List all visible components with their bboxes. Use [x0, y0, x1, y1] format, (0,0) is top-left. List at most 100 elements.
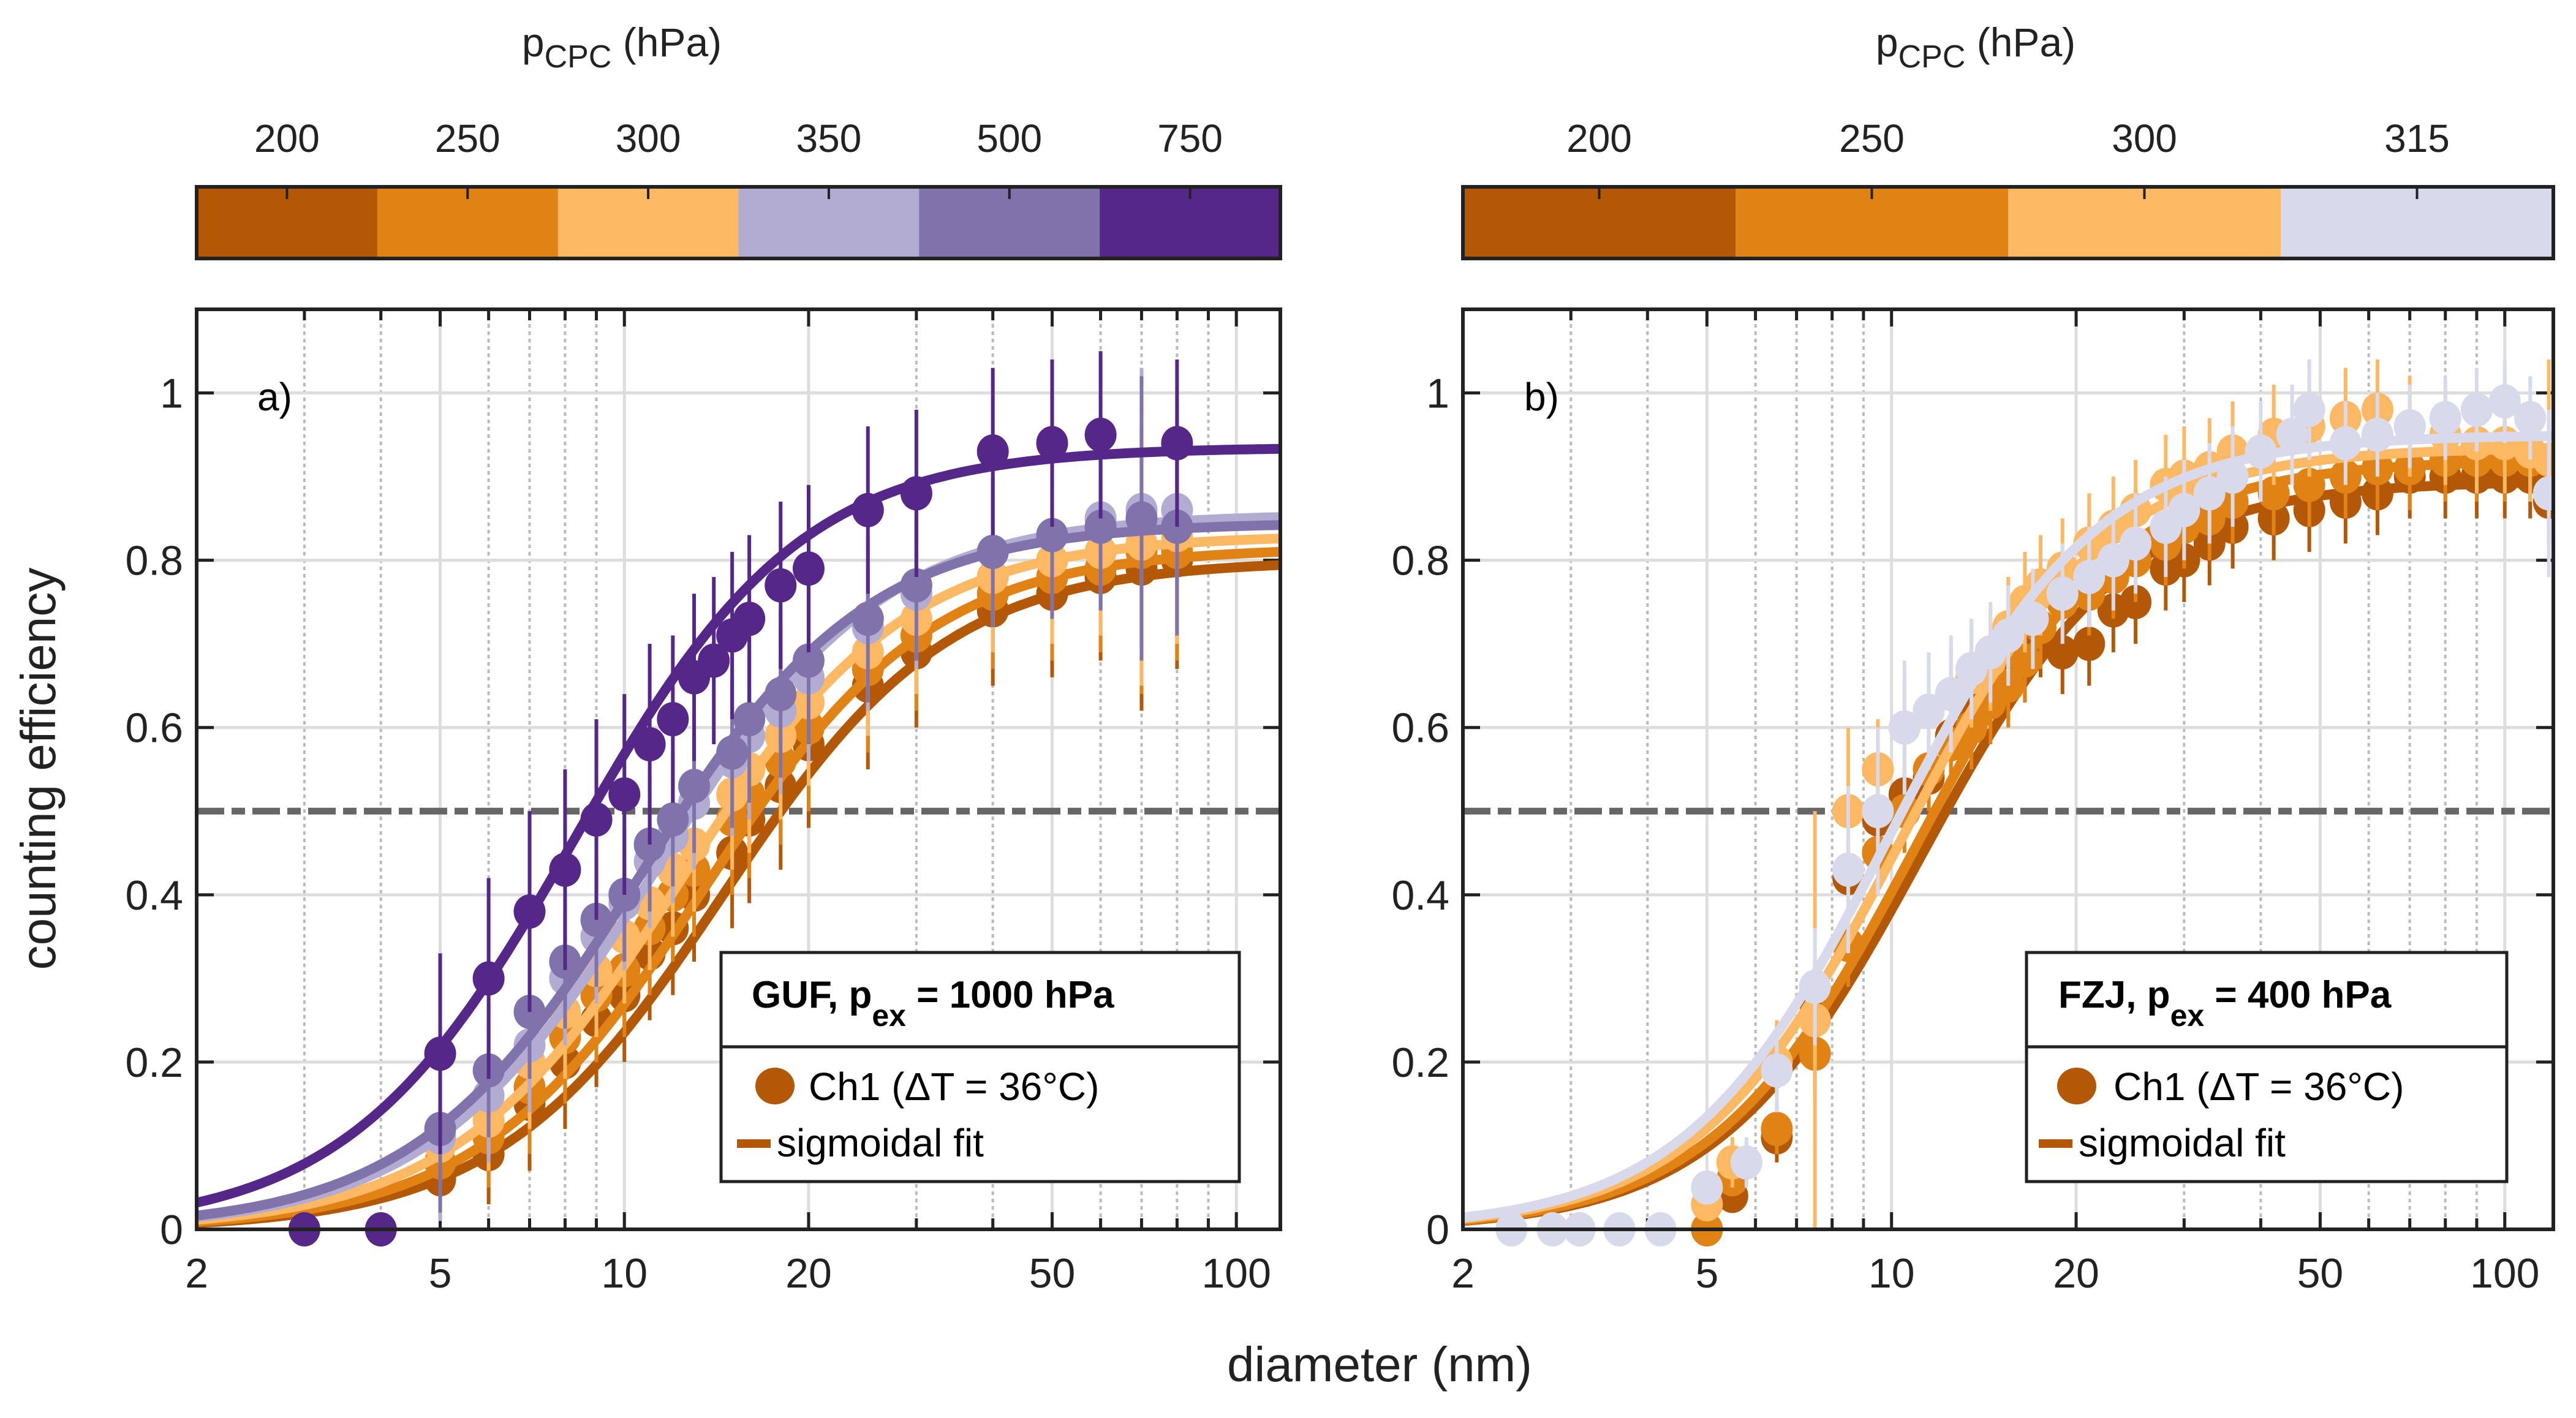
- data-point: [2293, 467, 2325, 502]
- data-point: [2216, 459, 2249, 494]
- legend-a-entry-1: Ch1 (ΔT = 36°C): [809, 1065, 1099, 1109]
- data-point: [733, 602, 766, 636]
- series-750-hpa-a: [197, 351, 1280, 1246]
- panel-b: 200 250 300 315 pCPC (hPa) 2 5 10 20 50 100 0 0.2 0…: [1391, 20, 2555, 1297]
- y-tick-label: 0.8: [1391, 538, 1449, 584]
- series-315-hpa-b: [1463, 359, 2553, 1246]
- data-layer-a: [197, 351, 1280, 1246]
- data-point: [1832, 852, 1865, 887]
- legend-b: FZJ, pex = 400 hPa Ch1 (ΔT = 36°C) sigmo…: [2025, 951, 2509, 1183]
- data-point: [2329, 426, 2362, 461]
- colorbar-frame: [195, 185, 1282, 260]
- panel-label-b: b): [1524, 375, 1559, 419]
- data-point: [513, 894, 546, 929]
- legend-b-marker-icon: [2057, 1068, 2096, 1104]
- plot-area-b: 2 5 10 20 50 100 0 0.2 0.4 0.6 0.8 1: [1391, 307, 2555, 1297]
- legend-a: GUF, pex = 1000 hPa Ch1 (ΔT = 36°C) sigm…: [719, 951, 1241, 1183]
- colorbar-label: 250: [1839, 116, 1905, 160]
- panel-label-a: a): [257, 375, 292, 419]
- data-point: [2514, 401, 2547, 436]
- x-tick-label: 5: [1695, 1250, 1718, 1297]
- data-point: [2393, 409, 2426, 444]
- legend-a-entry-2: sigmoidal fit: [777, 1121, 984, 1165]
- data-point: [2245, 434, 2277, 469]
- data-point: [852, 492, 884, 527]
- data-point: [976, 534, 1009, 569]
- data-point: [580, 802, 613, 837]
- x-tick-label: 10: [601, 1250, 648, 1297]
- data-point: [1161, 426, 1193, 461]
- data-point: [678, 769, 711, 804]
- colorbar-frame: [1461, 185, 2555, 260]
- data-point: [633, 727, 666, 762]
- colorbar-b: 200 250 300 315: [1461, 116, 2555, 260]
- colorbar-label: 300: [2112, 116, 2177, 160]
- colorbar-a: 200 250 300 350 500 750: [195, 116, 1282, 260]
- data-point: [900, 476, 932, 511]
- data-point: [2073, 627, 2106, 662]
- data-point: [1125, 501, 1158, 536]
- data-point: [657, 802, 689, 837]
- x-tick-label: 50: [1029, 1250, 1076, 1297]
- data-point: [1761, 1112, 1793, 1147]
- y-tick-label: 0.2: [125, 1039, 183, 1086]
- data-point: [1084, 510, 1117, 545]
- data-point: [765, 677, 797, 712]
- data-point: [2046, 576, 2079, 611]
- fit-curve: [197, 443, 1280, 1208]
- data-point: [608, 777, 641, 812]
- data-point: [2533, 476, 2553, 511]
- data-point: [2193, 476, 2226, 511]
- x-tick-label: 10: [1868, 1250, 1915, 1297]
- data-point: [549, 852, 581, 887]
- data-point: [765, 568, 797, 603]
- legend-a-title: GUF, pex = 1000 hPa: [752, 974, 1114, 1033]
- colorbar-label: 350: [796, 116, 862, 160]
- colorbar-label: 200: [1566, 116, 1632, 160]
- colorbar-label: 200: [254, 116, 320, 160]
- legend-b-box: [2025, 951, 2509, 1183]
- data-point: [792, 551, 825, 586]
- data-point: [698, 643, 730, 678]
- y-tick-label: 0: [1426, 1207, 1449, 1253]
- x-tick-label: 20: [785, 1250, 832, 1297]
- data-layer-b: [1463, 359, 2553, 1246]
- colorbar-label: 250: [435, 116, 500, 160]
- x-tick-label: 20: [2053, 1250, 2099, 1297]
- data-point: [424, 1036, 456, 1071]
- data-point: [852, 602, 884, 636]
- x-tick-label: 5: [429, 1250, 452, 1297]
- data-point: [2429, 401, 2461, 436]
- y-tick-label: 0.4: [1391, 872, 1449, 919]
- series-500-hpa-a: [197, 376, 1280, 1221]
- data-point: [1913, 693, 1945, 728]
- data-point: [2073, 559, 2106, 594]
- data-point: [900, 568, 932, 603]
- data-point: [657, 702, 689, 737]
- data-point: [472, 961, 505, 996]
- data-point: [1036, 426, 1068, 461]
- axes-frame-b: [1461, 307, 2555, 1231]
- colorbar-b-title: pCPC (hPa): [1876, 20, 2076, 75]
- legend-b-title: FZJ, pex = 400 hPa: [2058, 974, 2392, 1033]
- colorbar-label: 315: [2384, 116, 2450, 160]
- data-point: [2361, 417, 2393, 452]
- data-point: [1935, 677, 1967, 712]
- data-point: [1730, 1145, 1762, 1180]
- legend-b-entry-1: Ch1 (ΔT = 36°C): [2113, 1065, 2404, 1109]
- data-point: [2168, 492, 2200, 527]
- y-axis-title: counting efficiency: [11, 568, 66, 970]
- y-tick-label: 1: [160, 371, 183, 417]
- data-point: [1691, 1170, 1723, 1205]
- axes-frame-a: [195, 307, 1282, 1231]
- colorbar-label: 750: [1157, 116, 1223, 160]
- panel-a: 200 250 300 350 500 750 pCPC (hPa) 2 5 10 20 50 10…: [125, 20, 1282, 1297]
- y-tick-label: 1: [1426, 371, 1449, 417]
- y-tick-label: 0.6: [125, 705, 183, 752]
- data-point: [733, 702, 766, 737]
- y-tick-label: 0.4: [125, 872, 183, 919]
- y-tick-label: 0.6: [1391, 705, 1449, 752]
- data-point: [1761, 1053, 1793, 1088]
- data-point: [1036, 518, 1068, 552]
